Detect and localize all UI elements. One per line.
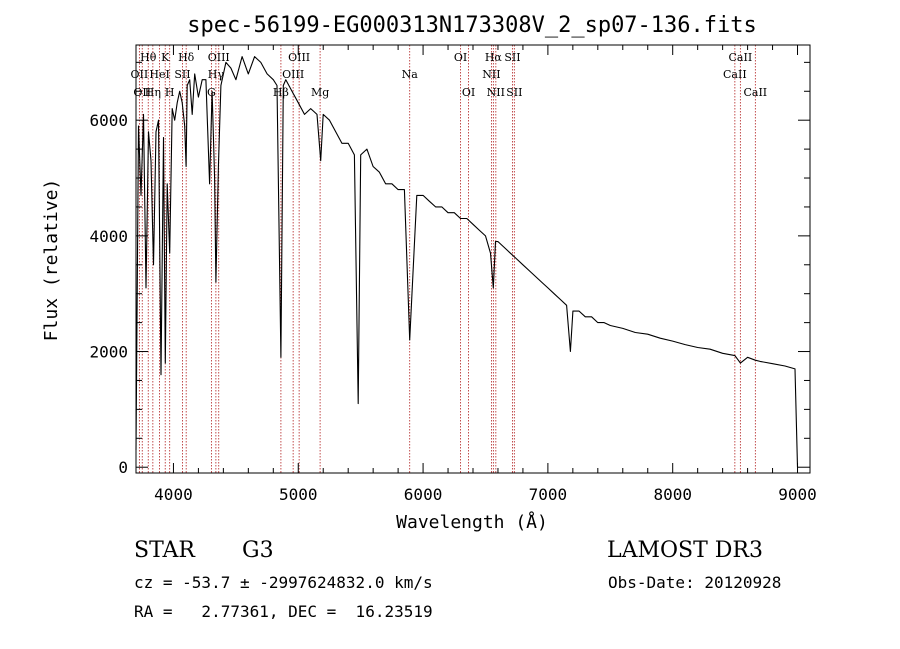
line-marker-label: OIII <box>282 68 304 81</box>
object-subclass: G3 <box>242 538 274 563</box>
line-marker-label: Hη <box>145 86 161 99</box>
line-marker-label: NII <box>487 86 505 99</box>
line-marker-label: Hθ <box>140 51 157 64</box>
plot-frame <box>135 44 811 474</box>
axes-ticks: 4000 5000 6000 7000 8000 9000 0 2000 4000 6000 <box>89 45 817 504</box>
spectral-line-labels: OII OII Hθ Hη HeI K H SII Hδ G Hγ OIII Hβ OIII OIII Mg N… <box>131 51 768 99</box>
line-marker-label: Mg <box>311 86 329 99</box>
line-marker-label: Hγ <box>208 68 225 81</box>
line-marker-label: Hα <box>485 51 503 64</box>
y-tick-label: 2000 <box>89 343 128 362</box>
flux-series-line <box>135 56 799 468</box>
x-tick-label: 5000 <box>279 485 318 504</box>
survey-name: LAMOST DR3 <box>607 538 763 563</box>
line-marker-label: CaII <box>729 51 753 64</box>
x-tick-label: 7000 <box>529 485 568 504</box>
sky-coordinates: RA = 2.77361, DEC = 16.23519 <box>134 602 433 621</box>
spectral-line-markers <box>138 45 756 473</box>
line-marker-label: H <box>165 86 175 99</box>
line-marker-label: SII <box>506 86 522 99</box>
line-marker-label: OII <box>133 86 151 99</box>
x-tick-label: 8000 <box>653 485 692 504</box>
line-marker-label: Hδ <box>178 51 195 64</box>
y-tick-label: 0 <box>118 458 128 477</box>
x-axis-label: Wavelength (Å) <box>396 511 548 533</box>
y-tick-label: 6000 <box>89 111 128 130</box>
line-marker-label: OI <box>454 51 467 64</box>
y-tick-label: 4000 <box>89 227 128 246</box>
line-marker-label: SII <box>504 51 520 64</box>
line-marker-label: Hβ <box>273 86 289 99</box>
x-tick-label: 6000 <box>404 485 443 504</box>
x-tick-label: 4000 <box>154 485 193 504</box>
line-marker-label: HeI <box>149 68 169 81</box>
line-marker-label: OII <box>131 68 149 81</box>
line-marker-label: OIII <box>208 51 230 64</box>
line-marker-label: OI <box>462 86 475 99</box>
line-marker-label: K <box>161 51 170 64</box>
line-marker-label: CaII <box>743 86 767 99</box>
x-tick-label: 9000 <box>778 485 817 504</box>
line-marker-label: NII <box>482 68 500 81</box>
line-marker-label: Na <box>402 68 419 81</box>
observation-date: Obs-Date: 20120928 <box>608 573 782 592</box>
object-class: STAR <box>134 538 195 563</box>
redshift-velocity: cz = -53.7 ± -2997624832.0 km/s <box>134 573 433 592</box>
line-marker-label: SII <box>174 68 190 81</box>
line-marker-label: G <box>207 86 216 99</box>
line-marker-label: CaII <box>723 68 747 81</box>
y-axis-label: Flux (relative) <box>41 179 62 342</box>
line-marker-label: OIII <box>288 51 310 64</box>
chart-title: spec-56199-EG000313N173308V_2_sp07-136.f… <box>187 13 757 38</box>
